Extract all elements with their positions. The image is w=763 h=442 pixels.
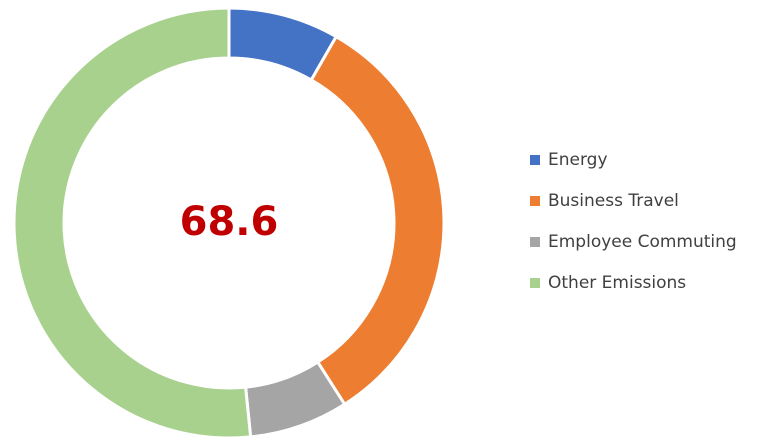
donut-segment (309, 34, 446, 407)
legend-label: Employee Commuting (548, 232, 737, 252)
legend-swatch (530, 196, 540, 206)
donut-segment (12, 6, 253, 440)
legend-swatch (530, 237, 540, 247)
center-value: 68.6 (180, 199, 279, 245)
legend-label: Business Travel (548, 191, 679, 211)
legend-swatch (530, 278, 540, 288)
legend-label: Other Emissions (548, 273, 686, 293)
legend-label: Energy (548, 150, 608, 170)
legend-swatch (530, 155, 540, 165)
